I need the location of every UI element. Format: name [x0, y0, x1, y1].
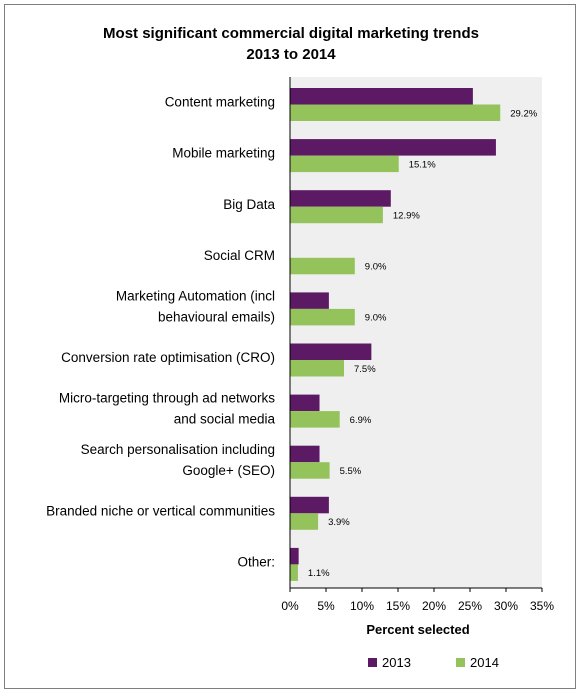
category-labels: Content marketing Mobile marketing Big Dat…: [46, 95, 275, 570]
data-label-2014-5: 7.5%: [354, 364, 376, 375]
x-tick-label: 10%: [350, 599, 374, 613]
bar-2013-4: [290, 292, 329, 309]
legend-swatch-2013: [368, 658, 377, 667]
chart-title: Most significant commercial digital mark…: [103, 25, 479, 42]
category-label: Content marketing: [165, 95, 275, 110]
data-label-2014-6: 6.9%: [350, 415, 372, 426]
x-axis-title: Percent selected: [366, 622, 469, 637]
x-tick-label: 35%: [530, 599, 554, 613]
category-label: Branded niche or vertical communities: [46, 503, 275, 518]
bar-2014-5: [290, 360, 344, 377]
bar-2014-6: [290, 411, 340, 428]
bar-2013-8: [290, 496, 329, 514]
category-label: Social CRM: [204, 248, 275, 263]
x-tick-label: 30%: [494, 599, 518, 613]
data-label-2014-9: 1.1%: [308, 568, 330, 579]
legend-label-2013: 2013: [382, 655, 411, 670]
category-label: Conversion rate optimisation (CRO): [61, 350, 275, 365]
category-label: Big Data: [223, 197, 275, 212]
chart-subtitle: 2013 to 2014: [246, 46, 336, 63]
bar-2013-1: [290, 139, 496, 156]
x-axis: 0% 5% 10% 15% 20% 25% 30% 35%: [281, 77, 554, 613]
bar-2014-3: [290, 257, 355, 275]
bar-2013-9: [290, 547, 299, 565]
data-label-2014-7: 5.5%: [340, 466, 362, 477]
bar-2014-1: [290, 155, 399, 173]
category-label: Marketing Automation (incl: [116, 288, 275, 303]
bar-2014-8: [290, 513, 319, 530]
bars-group: 29.2% 15.1% 12.9% 9.0% 9.0% 7.5% 6.9% 5.5% 3.9% 1…: [290, 88, 538, 581]
category-label: Micro-targeting through ad networks: [59, 391, 275, 406]
data-label-2014-3: 9.0%: [365, 262, 387, 273]
bar-2013-5: [290, 343, 372, 360]
bar-2013-6: [290, 394, 320, 412]
legend-swatch-2014: [456, 658, 465, 667]
category-label: Other:: [237, 554, 275, 569]
bar-2014-0: [290, 104, 501, 121]
bar-2014-2: [290, 206, 383, 224]
bar-2013-0: [290, 88, 473, 105]
bar-2013-7: [290, 445, 320, 463]
data-label-2014-0: 29.2%: [510, 108, 537, 119]
x-tick-label: 5%: [317, 599, 335, 613]
bar-2014-7: [290, 462, 330, 479]
bar-2013-2: [290, 190, 391, 207]
data-label-2014-8: 3.9%: [328, 517, 350, 528]
category-label: Google+ (SEO): [182, 463, 275, 478]
x-tick-label: 15%: [386, 599, 410, 613]
category-label: and social media: [174, 412, 276, 427]
data-label-2014-1: 15.1%: [409, 159, 436, 170]
legend-label-2014: 2014: [470, 655, 499, 670]
bar-2014-9: [290, 564, 298, 581]
x-tick-label: 20%: [422, 599, 446, 613]
data-label-2014-2: 12.9%: [393, 210, 420, 221]
bar-2014-4: [290, 308, 355, 326]
category-label: Search personalisation including: [81, 442, 275, 457]
category-label: Mobile marketing: [172, 146, 275, 161]
x-tick-label: 0%: [281, 599, 299, 613]
category-label: behavioural emails): [158, 309, 275, 324]
legend: 2013 2014: [368, 655, 499, 670]
x-tick-label: 25%: [458, 599, 482, 613]
data-label-2014-4: 9.0%: [365, 313, 387, 324]
